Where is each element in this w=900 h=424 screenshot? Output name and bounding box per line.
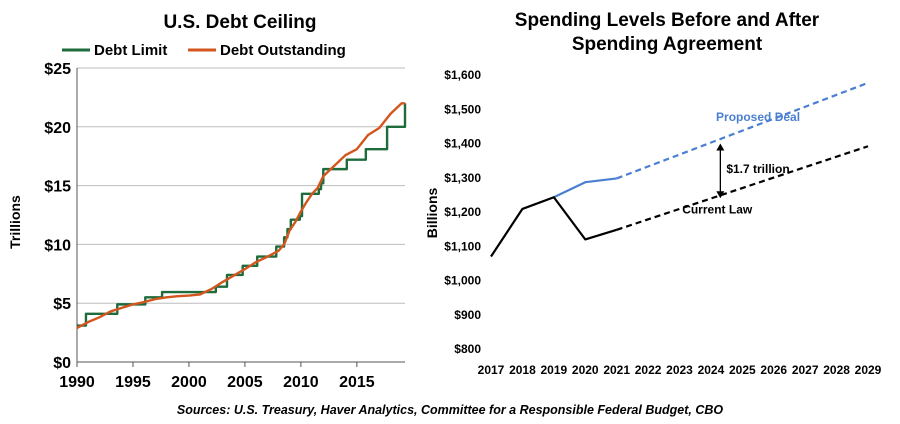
chart2-x-tick-label: 2028 [823,363,850,377]
chart2-x-tick-label: 2027 [792,363,819,377]
chart2-y-tick-label: $1,000 [444,274,481,288]
chart2-y-tick-label: $1,600 [444,68,481,82]
chart2-x-tick-label: 2029 [855,363,882,377]
chart2-x-tick-label: 2017 [478,363,505,377]
chart2-x-tick-label: 2024 [698,363,725,377]
chart1-x-tick-label: 2005 [227,374,263,391]
chart1-series-line-debt-limit [77,103,407,327]
chart2-x-tick-label: 2026 [760,363,787,377]
chart1-x-tick-label: 2000 [171,374,207,391]
chart2-series-proposed-deal-dashed [616,81,869,180]
chart1-y-tick-label: $0 [53,355,71,372]
chart1-x-tick-label: 1995 [115,374,151,391]
chart2-y-tick-label: $1,200 [444,205,481,219]
chart2-x-tick-label: 2021 [603,363,630,377]
chart2-y-tick-label: $1,500 [444,102,481,116]
chart1-x-ticks: 1990 1995 2000 2005 2010 2015 [59,362,375,391]
chart1-axes [76,68,405,363]
chart1-series-line-debt-outstanding [76,102,405,329]
chart1-x-tick-label: 1990 [59,374,95,391]
chart2-x-tick-label: 2025 [729,363,756,377]
chart2-x-ticks: 2017 2018 2019 2020 2021 2022 2023 2024 2025 2026… [478,363,882,377]
chart2-y-tick-label: $1,400 [444,137,481,151]
chart2-annotation-arrowhead-bottom [716,191,725,199]
chart1-legend-label: Debt Limit [94,42,167,59]
chart2-x-tick-label: 2022 [635,363,662,377]
chart2-title-line-2: Spending Agreement [572,34,763,55]
chart2-x-tick-label: 2018 [509,363,536,377]
chart1-series [76,102,407,329]
chart1-title: U.S. Debt Ceiling [163,12,316,33]
debt-ceiling-chart: U.S. Debt Ceiling Debt Limit Debt Outstan… [7,12,407,391]
chart2-y-axis-label: Billions [424,188,440,239]
chart2-x-tick-label: 2023 [666,363,693,377]
chart2-series-label-proposed-deal: Proposed Deal [716,110,800,124]
chart1-y-tick-label: $5 [53,296,71,313]
chart2-annotation-label: $1.7 trillion [726,162,789,176]
chart1-gridlines [77,67,405,363]
chart2-series-label-current-law: Current Law [682,203,753,217]
chart2-title-line-1: Spending Levels Before and After [515,10,820,31]
chart1-y-tick-label: $25 [44,61,71,78]
chart2-series-current-law-dashed [616,145,869,231]
chart2-series: Proposed Deal Current Law [490,81,869,258]
chart1-y-axis-label: Trillions [7,195,23,249]
chart1-x-tick-label: 2010 [283,374,319,391]
chart2-x-tick-label: 2019 [540,363,567,377]
chart1-y-ticks: $0 $5 $10 $15 $20 $25 [44,61,71,372]
chart1-y-tick-label: $10 [44,237,71,254]
chart1-y-tick-label: $15 [44,179,71,196]
chart2-y-ticks: $800 $900 $1,000 $1,100 $1,200 $1,300 $1,400 $1… [444,68,481,356]
chart1-x-tick-label: 2015 [339,374,375,391]
chart1-legend: Debt Limit Debt Outstanding [62,42,346,59]
source-note: Sources: U.S. Treasury, Haver Analytics,… [176,403,724,417]
chart2-series-proposed-deal-solid [553,177,617,199]
chart2-y-tick-label: $900 [454,308,481,322]
chart1-y-tick-label: $20 [44,120,71,137]
chart2-y-tick-label: $1,300 [444,171,481,185]
chart2-y-tick-label: $1,100 [444,239,481,253]
chart2-x-tick-label: 2020 [572,363,599,377]
chart2-y-tick-label: $800 [454,342,481,356]
chart2-annotation-arrowhead-top [716,143,725,151]
spending-levels-chart: Spending Levels Before and After Spendin… [424,10,882,377]
chart1-legend-label: Debt Outstanding [220,42,346,59]
chart2-annotations: $1.7 trillion [716,143,790,199]
chart2-series-current-law-solid [490,196,617,258]
